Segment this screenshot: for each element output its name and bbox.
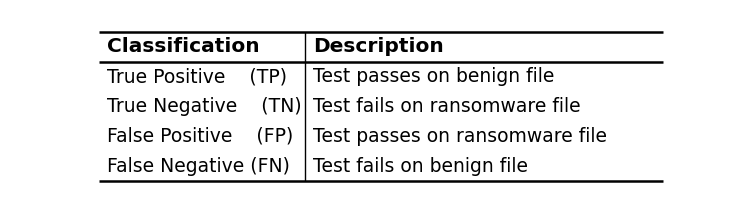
Text: Test passes on benign file: Test passes on benign file	[314, 67, 554, 86]
Text: False Positive    (FP): False Positive (FP)	[107, 127, 293, 146]
Text: Description: Description	[314, 37, 444, 56]
Text: Test passes on ransomware file: Test passes on ransomware file	[314, 127, 607, 146]
Text: Test fails on benign file: Test fails on benign file	[314, 157, 528, 176]
Text: Test fails on ransomware file: Test fails on ransomware file	[314, 97, 581, 116]
Text: True Negative    (TN): True Negative (TN)	[107, 97, 302, 116]
Text: Classification: Classification	[107, 37, 260, 56]
Text: True Positive    (TP): True Positive (TP)	[107, 67, 288, 86]
Text: False Negative (FN): False Negative (FN)	[107, 157, 291, 176]
